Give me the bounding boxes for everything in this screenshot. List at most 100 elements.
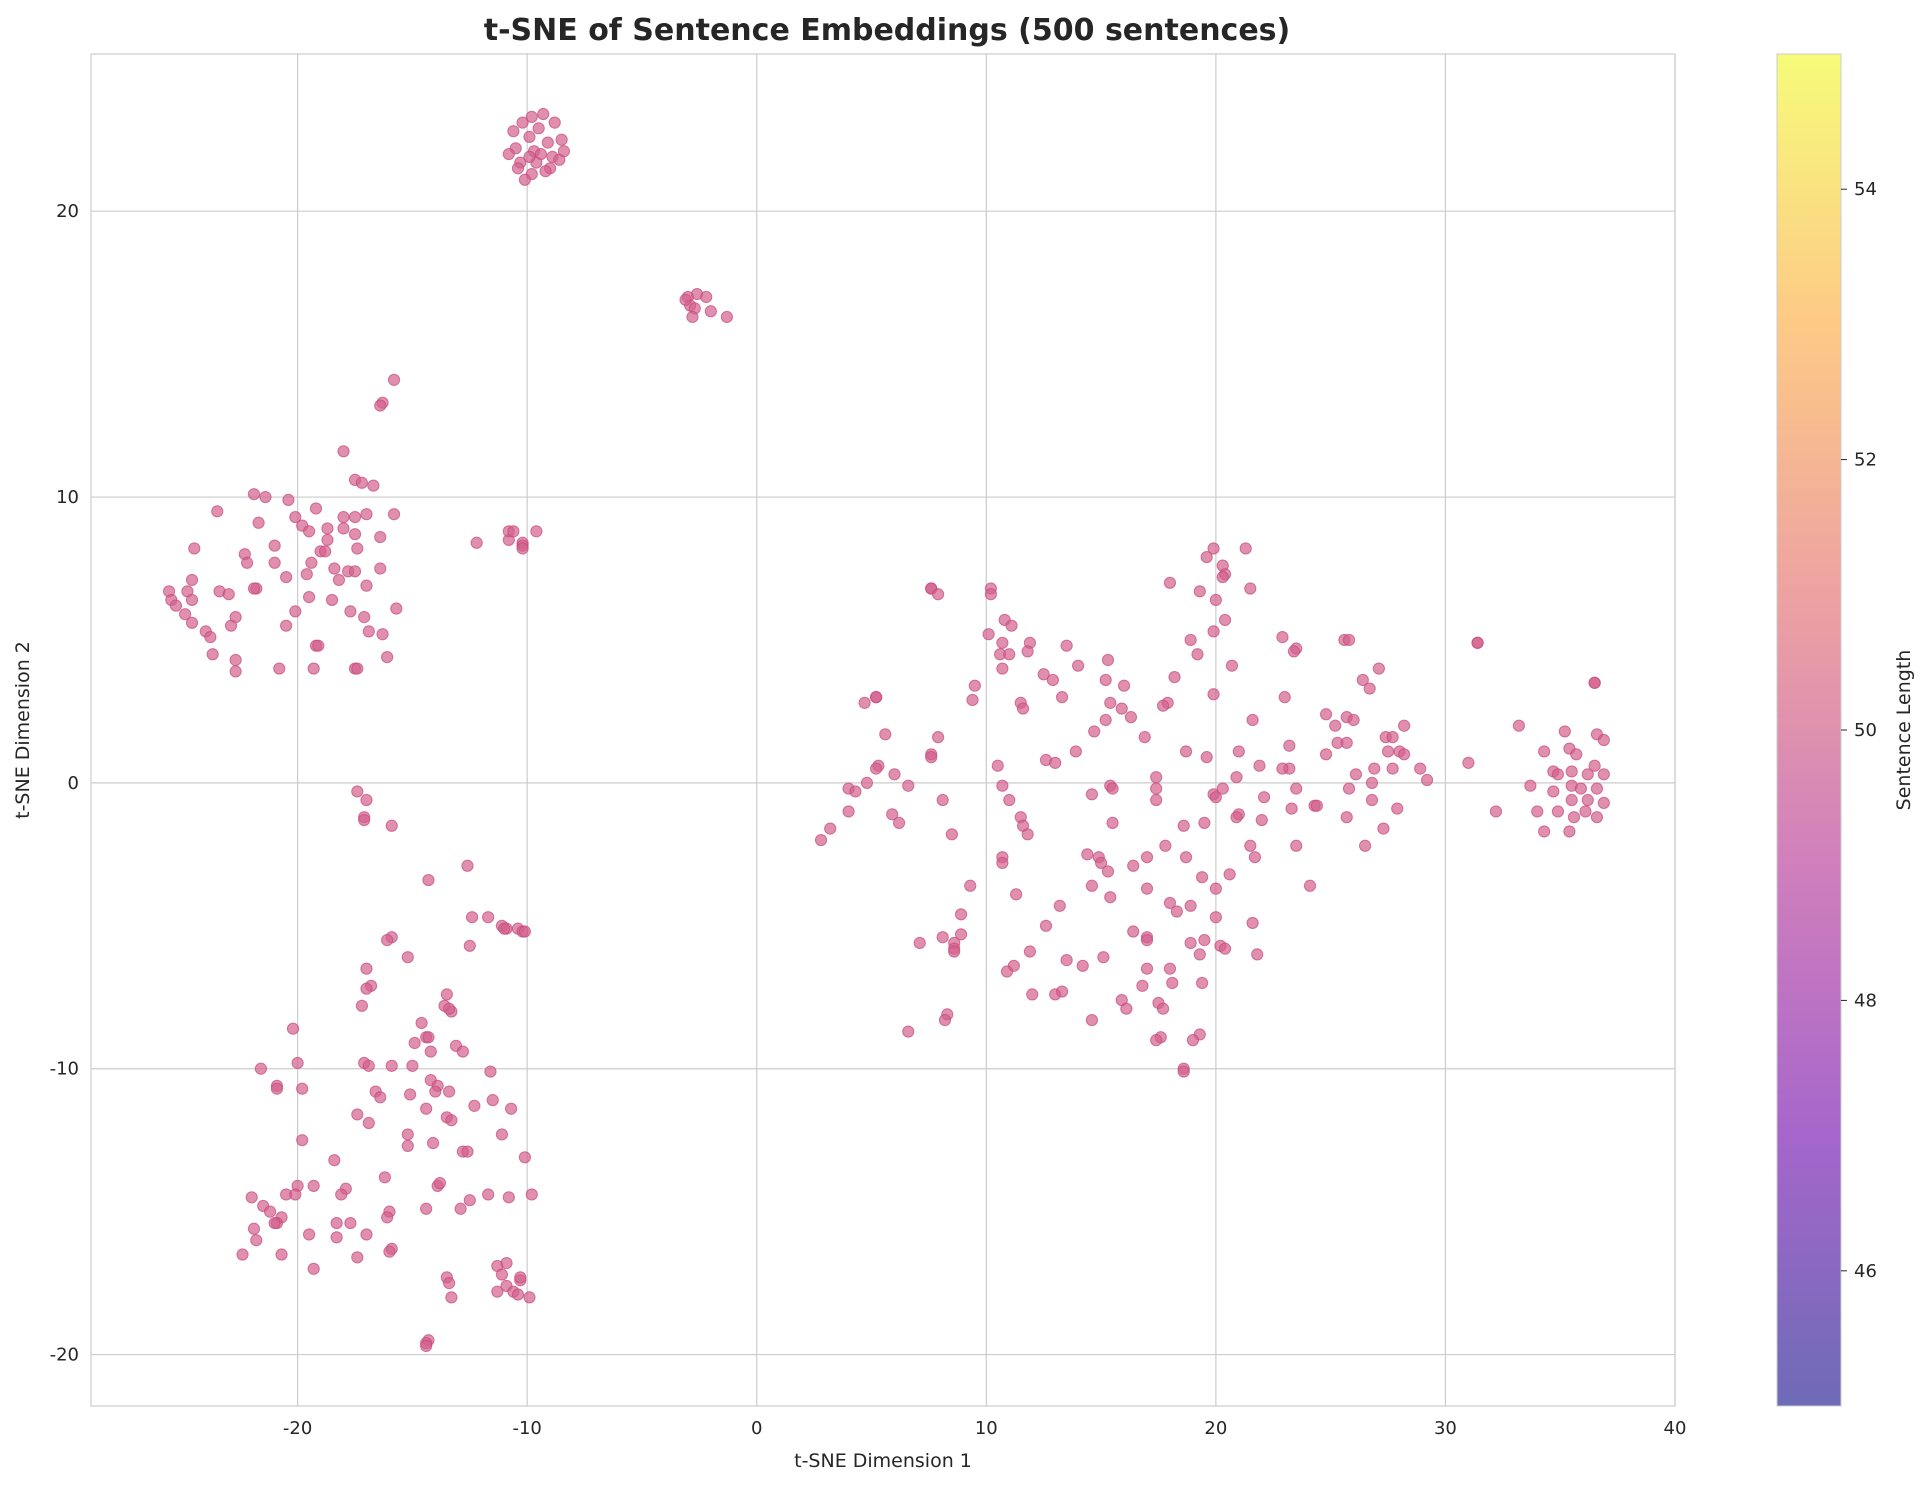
data-point <box>541 136 554 149</box>
data-point <box>966 693 979 707</box>
data-point <box>495 1268 509 1281</box>
data-point <box>902 1025 915 1038</box>
data-point <box>1471 636 1484 649</box>
data-point <box>523 130 536 143</box>
data-point <box>381 651 394 664</box>
data-point <box>1246 916 1259 930</box>
colorbar-tick-label: 46 <box>1854 1261 1877 1282</box>
data-point <box>351 542 364 555</box>
data-point <box>1039 919 1053 932</box>
data-point <box>222 588 235 601</box>
data-point <box>302 590 316 604</box>
y-tick-label: 10 <box>56 487 79 508</box>
data-point <box>1200 751 1213 764</box>
data-point <box>984 588 997 601</box>
data-point <box>1136 979 1149 992</box>
data-point <box>289 605 302 618</box>
data-point <box>330 1216 343 1230</box>
data-point <box>1003 648 1016 661</box>
data-point <box>523 150 536 164</box>
data-point <box>445 1291 458 1304</box>
data-point <box>482 1188 495 1201</box>
x-tick-label: 10 <box>975 1418 998 1439</box>
data-point <box>530 525 543 538</box>
data-point <box>263 1205 277 1218</box>
data-point <box>307 1262 320 1275</box>
data-point <box>1085 788 1099 801</box>
data-point <box>403 1088 417 1101</box>
data-point <box>1218 613 1232 627</box>
data-point <box>507 525 520 538</box>
data-point <box>518 925 531 938</box>
data-point <box>1163 576 1177 589</box>
data-point <box>964 879 977 892</box>
data-point <box>518 173 531 186</box>
scatter-points <box>162 107 1610 1353</box>
data-point <box>948 945 961 958</box>
data-point <box>1244 839 1257 852</box>
data-point <box>1563 825 1576 838</box>
data-point <box>1069 745 1082 758</box>
data-point <box>1391 802 1404 815</box>
data-point <box>1072 659 1085 672</box>
data-point <box>491 1285 504 1298</box>
data-point <box>387 373 401 386</box>
data-point <box>270 1082 284 1095</box>
data-point <box>1184 899 1197 912</box>
data-point <box>1005 619 1018 632</box>
data-point <box>1193 585 1206 598</box>
data-point <box>1283 739 1296 752</box>
data-point <box>1303 879 1317 892</box>
data-point <box>374 562 387 575</box>
data-point <box>426 1136 440 1150</box>
data-point <box>1319 748 1333 761</box>
data-point <box>1590 782 1604 795</box>
x-tick-label: 20 <box>1204 1418 1227 1439</box>
data-point <box>1356 673 1369 687</box>
x-tick-label: -20 <box>283 1418 312 1439</box>
data-point <box>700 290 713 304</box>
data-point <box>1310 799 1323 812</box>
data-point <box>1290 839 1303 852</box>
colorbar-label: Sentence Length <box>1893 650 1915 811</box>
data-point <box>245 1191 258 1204</box>
data-point <box>307 662 320 675</box>
data-point <box>358 813 371 827</box>
data-point <box>254 1062 267 1075</box>
data-point <box>1209 911 1222 924</box>
data-point <box>484 1065 497 1078</box>
data-point <box>913 936 926 950</box>
data-point <box>1106 816 1119 829</box>
data-point <box>1340 736 1353 749</box>
x-tick-label: 40 <box>1664 1418 1687 1439</box>
data-point <box>325 593 339 607</box>
data-point <box>1347 713 1360 727</box>
data-point <box>360 1228 373 1241</box>
data-point <box>1531 805 1544 818</box>
data-point <box>1104 891 1117 904</box>
data-point <box>443 1085 456 1098</box>
data-point <box>1570 748 1583 761</box>
data-point <box>1094 856 1108 870</box>
data-point <box>879 728 892 741</box>
data-point <box>1581 793 1594 807</box>
data-point <box>931 588 945 601</box>
data-point <box>1184 936 1197 950</box>
data-point <box>511 162 525 175</box>
data-point <box>686 310 699 324</box>
data-point <box>498 922 511 935</box>
data-point <box>824 822 837 835</box>
data-point <box>1251 948 1264 961</box>
data-point <box>1010 888 1023 901</box>
data-point <box>1340 811 1353 824</box>
data-point <box>1023 945 1037 958</box>
data-point <box>1248 851 1261 864</box>
data-point <box>1398 748 1411 761</box>
data-point <box>1179 851 1193 864</box>
data-point <box>1055 985 1069 998</box>
data-point <box>300 568 313 581</box>
data-point <box>1209 882 1222 895</box>
data-point <box>385 1059 398 1072</box>
data-point <box>1349 768 1363 781</box>
data-point <box>443 1002 456 1015</box>
